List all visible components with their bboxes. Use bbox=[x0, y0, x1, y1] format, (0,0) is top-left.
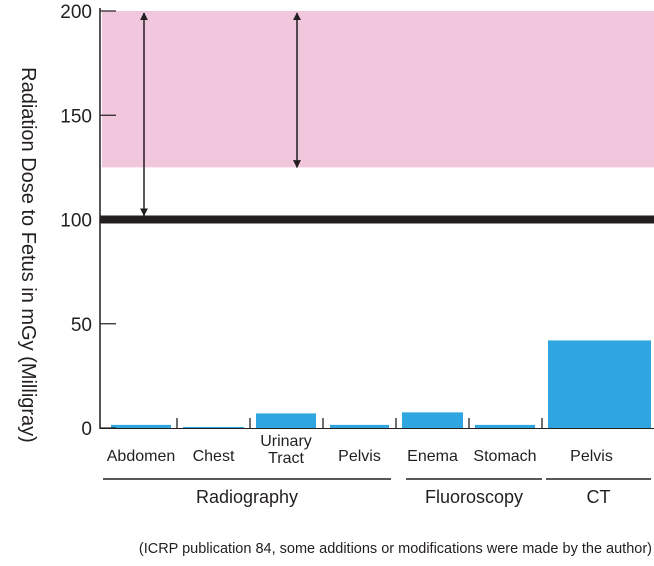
bar-3 bbox=[330, 424, 389, 428]
bar-4 bbox=[402, 412, 463, 428]
group-label-0: Radiography bbox=[196, 487, 298, 507]
bar-0 bbox=[111, 424, 171, 428]
bar-1 bbox=[183, 426, 244, 428]
y-tick-label-200: 200 bbox=[60, 2, 92, 23]
category-label-1: Chest bbox=[193, 448, 235, 465]
category-label-6: Pelvis bbox=[570, 448, 613, 465]
category-label-3: Pelvis bbox=[338, 448, 381, 465]
threshold-line bbox=[100, 215, 654, 224]
footnote: (ICRP publication 84, some additions or … bbox=[139, 541, 652, 557]
category-label-2: Urinary Tract bbox=[260, 433, 312, 467]
bar-6 bbox=[548, 340, 651, 428]
bar-2 bbox=[256, 413, 316, 428]
category-label-5: Stomach bbox=[473, 448, 536, 465]
group-label-1: Fluoroscopy bbox=[425, 487, 523, 507]
category-label-0: Abdomen bbox=[107, 448, 176, 465]
y-axis-label: Radiation Dose to Fetus in mGy (Milligra… bbox=[17, 67, 39, 443]
category-label-4: Enema bbox=[407, 448, 458, 465]
group-label-2: CT bbox=[587, 487, 611, 507]
bar-5 bbox=[475, 424, 535, 428]
y-tick-label-100: 100 bbox=[60, 211, 92, 232]
shaded-band bbox=[102, 11, 654, 168]
y-tick-label-0: 0 bbox=[81, 419, 92, 440]
y-tick-label-150: 150 bbox=[60, 106, 92, 127]
y-tick-label-50: 50 bbox=[71, 315, 92, 336]
